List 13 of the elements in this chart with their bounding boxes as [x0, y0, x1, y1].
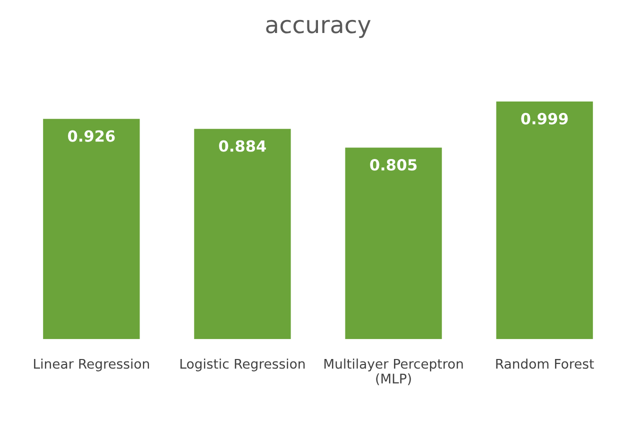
x-tick-label: Logistic Regression [180, 358, 305, 372]
x-tick-label: Random Forest [496, 358, 594, 369]
x-tick-label: Multilayer Perceptron (MLP) [324, 358, 463, 386]
data-label: 0.884 [219, 140, 266, 152]
bar [345, 148, 442, 340]
x-tick-label: Linear Regression [34, 358, 149, 372]
data-label: 0.805 [370, 159, 417, 171]
data-label: 0.926 [68, 130, 115, 142]
chart-title: accuracy [266, 20, 371, 38]
bar [194, 128, 291, 340]
bar [496, 102, 593, 340]
data-label: 0.999 [521, 112, 568, 124]
bar [43, 118, 140, 340]
